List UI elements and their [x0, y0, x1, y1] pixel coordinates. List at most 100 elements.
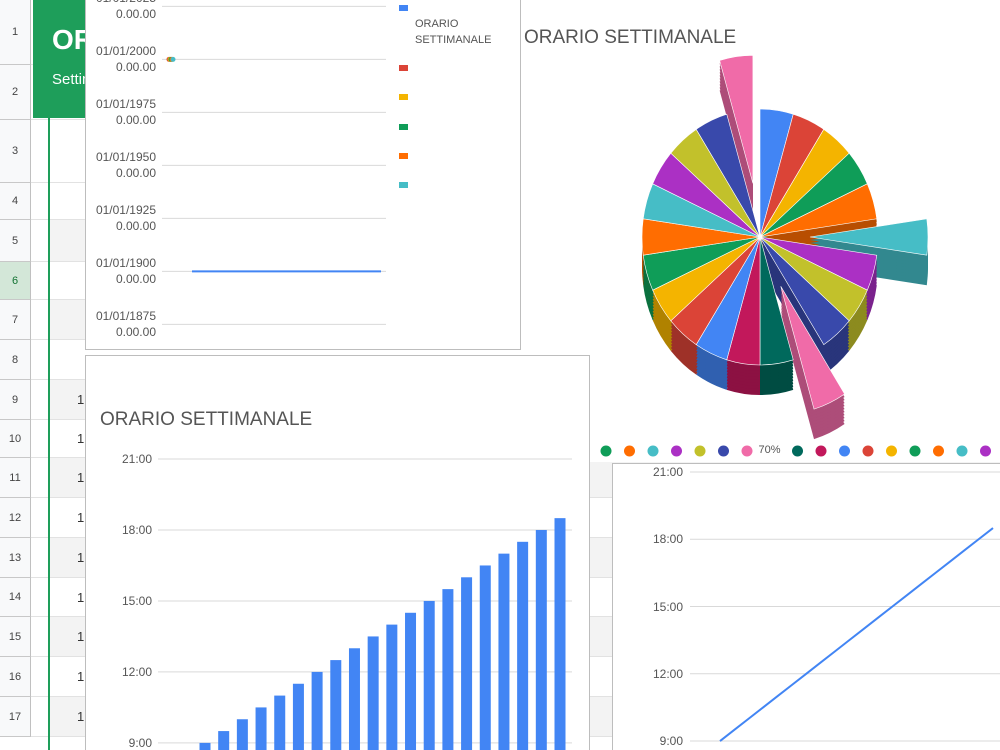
legend-dot — [624, 445, 635, 457]
column-border — [48, 118, 50, 750]
y-tick-label: 12:00 — [652, 666, 683, 681]
bar — [348, 648, 360, 750]
row-header: 5 — [0, 220, 31, 262]
row-header: 9 — [0, 380, 31, 420]
chart-svg — [158, 458, 572, 750]
legend-dot — [980, 445, 991, 457]
bar — [517, 541, 529, 750]
bar — [311, 671, 323, 750]
cell-value: 1 — [77, 629, 85, 644]
legend-dot — [694, 445, 706, 457]
bar — [255, 707, 267, 750]
row-header: 3 — [0, 120, 31, 183]
point — [170, 56, 176, 62]
row-header: 10 — [0, 420, 31, 458]
y-tick-label: 9:00 — [128, 735, 152, 750]
legend-dot — [671, 445, 682, 457]
row-number: 12 — [8, 511, 22, 524]
y-tick-label: 21:00 — [121, 452, 152, 466]
legend-dot — [909, 445, 921, 457]
y-tick-label: 01/01/1875 0.00.00 — [95, 309, 156, 340]
y-tick-label: 21:00 — [652, 465, 683, 479]
chart-svg — [600, 55, 991, 457]
cell-value: 1 — [77, 709, 85, 724]
chart-layer: 01/01/2025 0.00.00 01/01/2000 0.00.00 01/0… — [86, 0, 520, 349]
pie-slice — [780, 286, 845, 410]
y-tick-label: 01/01/2025 0.00.00 — [96, 0, 156, 22]
chart-svg — [162, 5, 408, 325]
row-number: 7 — [11, 313, 19, 326]
row-number: 15 — [8, 630, 22, 643]
row-header: 15 — [0, 617, 31, 657]
y-tick-label: 9:00 — [659, 734, 683, 749]
cell-value: 1 — [77, 510, 85, 525]
row-number: 11 — [9, 471, 21, 484]
y-tick-label: 18:00 — [121, 522, 152, 537]
row-header: 7 — [0, 300, 31, 340]
bar — [498, 553, 510, 750]
chart-svg — [690, 471, 1000, 742]
bar — [274, 695, 286, 750]
legend-label: ORARIO SETTIMANALE — [415, 18, 492, 46]
pie-slice — [759, 236, 850, 346]
y-tick-label: 15:00 — [121, 593, 152, 608]
legend-dot — [862, 445, 874, 457]
pie-slice — [809, 218, 929, 256]
y-tick-label: 01/01/1925 0.00.00 — [95, 203, 156, 234]
pie-slice — [695, 113, 761, 238]
row-number: 14 — [8, 591, 22, 603]
bar — [554, 518, 566, 750]
legend-dot — [600, 445, 612, 457]
legend-dot — [839, 445, 850, 457]
row-number: 10 — [8, 432, 22, 445]
row-number: 1 — [11, 26, 19, 38]
row-header: 14 — [0, 578, 31, 617]
cell-value: 1 — [77, 470, 85, 485]
row-number: 8 — [11, 353, 19, 366]
bar — [292, 683, 304, 750]
y-tick-label: 01/01/1950 0.00.00 — [95, 150, 156, 181]
bar — [367, 636, 379, 750]
row-header: 12 — [0, 498, 31, 538]
bar — [405, 612, 417, 750]
legend-label: 70% — [758, 444, 781, 456]
legend-dot — [933, 445, 944, 457]
line-series — [719, 527, 994, 742]
row-header: 13 — [0, 538, 31, 578]
legend-swatch — [399, 65, 408, 71]
y-tick-label: 01/01/1975 0.00.00 — [95, 97, 156, 128]
chart-panel: ORARIO SETTIMANALE 70% — [521, 0, 1000, 462]
chart-title: ORARIO SETTIMANALE — [100, 409, 313, 430]
row-number: 2 — [11, 86, 19, 98]
row-header: 2 — [0, 65, 31, 120]
cell-value: 1 — [77, 550, 85, 565]
y-tick-label: 15:00 — [652, 599, 683, 614]
y-tick-label: 01/01/2000 0.00.00 — [95, 44, 156, 75]
legend-swatch — [399, 153, 408, 159]
legend-dot — [718, 445, 729, 457]
row-header: 16 — [0, 657, 31, 697]
row-header: 17 — [0, 697, 31, 737]
row-header: 6 — [0, 262, 31, 300]
legend-swatch — [399, 5, 408, 11]
legend-dot — [741, 445, 753, 457]
row-number: 5 — [11, 234, 19, 247]
cell-value: 1 — [77, 431, 85, 446]
bar — [535, 529, 547, 750]
legend-dot — [815, 445, 827, 457]
row-number: 3 — [11, 145, 19, 157]
chart-layer: ORARIO SETTIMANALE 70% — [521, 0, 1000, 462]
row-header: 11 — [0, 458, 31, 498]
bar — [461, 577, 473, 750]
legend-dot — [647, 445, 659, 457]
legend-dot — [956, 445, 968, 457]
chart-layer: 21:00 18:00 15:00 12:00 9:00 — [613, 464, 1000, 750]
bar — [479, 565, 491, 750]
legend-swatch — [399, 182, 408, 188]
row-header: 1 — [0, 0, 31, 65]
y-tick-label: 18:00 — [652, 532, 683, 547]
row-number: 16 — [8, 670, 22, 683]
y-tick-label: 01/01/1900 0.00.00 — [95, 256, 156, 287]
bar — [236, 719, 248, 750]
